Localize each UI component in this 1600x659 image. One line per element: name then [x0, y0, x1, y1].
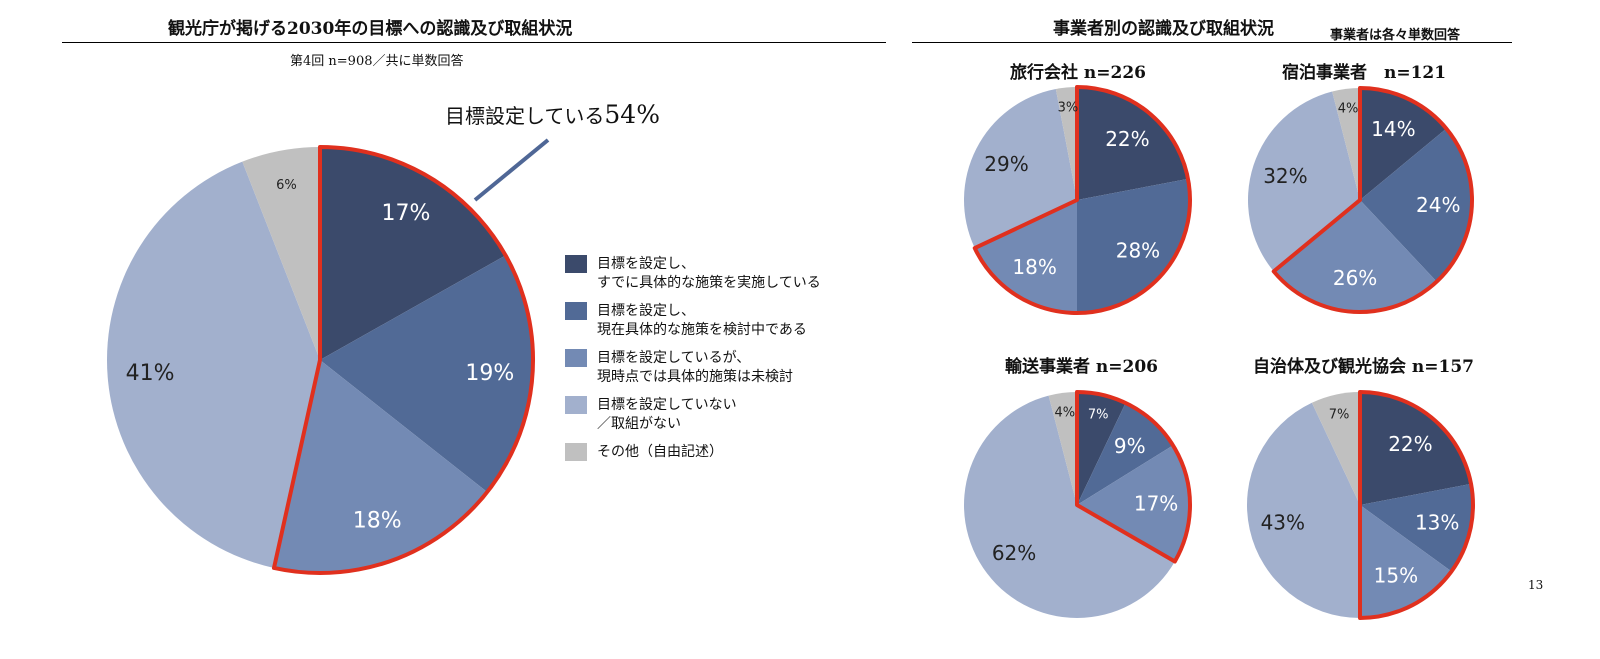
pie-slice: [1077, 87, 1188, 200]
legend-item: 目標を設定していない ／取組がない: [565, 396, 737, 434]
legend-swatch: [565, 443, 587, 461]
highlight-outline: [1358, 390, 1475, 620]
pie-slice: [1077, 178, 1190, 313]
pie-label: 19%: [465, 361, 514, 386]
highlight-outline: [972, 85, 1192, 315]
pie-label: 13%: [1415, 510, 1459, 534]
callout-text: 目標設定している: [445, 104, 605, 128]
legend-item: 目標を設定しているが、 現時点では具体的施策は未検討: [565, 349, 793, 387]
pie-label: 32%: [1263, 164, 1307, 188]
legend-swatch: [565, 302, 587, 320]
pie-label: 4%: [1055, 406, 1076, 421]
legend-item: その他（自由記述）: [565, 443, 723, 462]
pie-slice: [1332, 88, 1360, 200]
pie-label: 43%: [1261, 510, 1305, 534]
pie-label: 22%: [1105, 127, 1149, 151]
legend-item: 目標を設定し、 現在具体的な施策を検討中である: [565, 302, 807, 340]
pie-slice: [964, 89, 1077, 249]
legend-label: 目標を設定し、 すでに具体的な施策を実施している: [597, 256, 821, 291]
pie-title-transport: 輸送事業者 n=206: [1005, 357, 1159, 377]
pie-label: 9%: [1114, 434, 1146, 458]
highlight-outline: [1271, 86, 1474, 314]
pie-slice: [242, 147, 320, 360]
pie-slice: [974, 200, 1077, 313]
right-title: 事業者別の認識及び取組状況: [1053, 19, 1274, 39]
pie-slice: [1077, 445, 1190, 562]
pie-label: 6%: [276, 178, 297, 193]
left-divider: [62, 42, 886, 43]
legend-swatch: [565, 255, 587, 273]
pie-slice: [1360, 505, 1452, 618]
pie-slice: [273, 360, 488, 573]
right-note: 事業者は各々単数回答: [1330, 28, 1461, 43]
pie-label: 18%: [1012, 255, 1056, 279]
pie-label: 26%: [1333, 266, 1377, 290]
pie-label: 17%: [382, 201, 431, 226]
pie-label: 4%: [1338, 102, 1359, 117]
pie-title-municipal: 自治体及び観光協会 n=157: [1253, 357, 1475, 377]
pie-label: 29%: [984, 152, 1028, 176]
pie-label: 24%: [1416, 193, 1460, 217]
pie-label: 7%: [1088, 407, 1109, 422]
pie-slice: [1247, 402, 1360, 618]
pie-title-travel: 旅行会社 n=226: [1010, 63, 1147, 83]
pie-slice: [1360, 483, 1473, 572]
left-title: 観光庁が掲げる2030年の目標への認識及び取組状況: [168, 19, 573, 39]
callout-leader-line: [473, 138, 550, 202]
pie-slice: [106, 161, 320, 568]
pie-slice: [963, 395, 1175, 618]
legend-label: 目標を設定し、 現在具体的な施策を検討中である: [597, 303, 807, 338]
highlight-outline: [1075, 390, 1192, 564]
legend-label: 目標を設定しているが、 現時点では具体的施策は未検討: [597, 350, 793, 385]
pie-slice: [1311, 392, 1360, 505]
pie-slice: [1248, 91, 1360, 272]
legend-label: その他（自由記述）: [597, 444, 723, 460]
highlight-outline: [271, 145, 535, 575]
pie-label: 17%: [1134, 492, 1178, 516]
pie-label: 22%: [1388, 432, 1432, 456]
pie-slice: [1360, 128, 1472, 282]
pie-slice: [1077, 402, 1174, 505]
callout: 目標設定している54%: [445, 100, 660, 129]
pie-label: 15%: [1374, 563, 1418, 587]
right-divider: [912, 42, 1512, 43]
pie-label: 14%: [1371, 117, 1415, 141]
pie-slice: [1360, 392, 1471, 505]
pie-label: 41%: [126, 361, 175, 386]
pie-slice: [1055, 87, 1077, 200]
legend-swatch: [565, 396, 587, 414]
pie-label: 7%: [1329, 407, 1350, 422]
legend-item: 目標を設定し、 すでに具体的な施策を実施している: [565, 255, 821, 293]
pie-label: 18%: [353, 509, 402, 534]
page-number: 13: [1528, 578, 1544, 592]
pie-slice: [320, 255, 533, 493]
pie-slice: [1273, 200, 1437, 313]
pie-title-lodging: 宿泊事業者 n=121: [1282, 63, 1447, 83]
callout-value: 54%: [604, 100, 660, 129]
pie-slice: [1048, 392, 1077, 505]
pie-slice: [1360, 88, 1447, 200]
legend-label: 目標を設定していない ／取組がない: [597, 397, 737, 432]
legend-swatch: [565, 349, 587, 367]
left-subtitle: 第4回 n=908／共に単数回答: [290, 54, 464, 69]
pie-label: 62%: [992, 541, 1036, 565]
pie-slice: [1077, 392, 1126, 505]
pie-label: 28%: [1116, 238, 1160, 262]
pie-label: 3%: [1058, 100, 1079, 115]
